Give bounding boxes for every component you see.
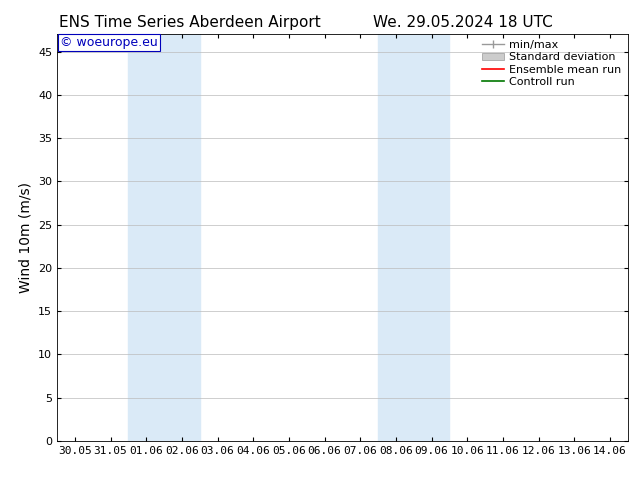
Text: We. 29.05.2024 18 UTC: We. 29.05.2024 18 UTC (373, 15, 553, 30)
Legend: min/max, Standard deviation, Ensemble mean run, Controll run: min/max, Standard deviation, Ensemble me… (481, 40, 621, 87)
Text: © woeurope.eu: © woeurope.eu (60, 36, 158, 49)
Y-axis label: Wind 10m (m/s): Wind 10m (m/s) (18, 182, 32, 293)
Bar (128, 34, 200, 441)
Bar (378, 34, 450, 441)
Text: ENS Time Series Aberdeen Airport: ENS Time Series Aberdeen Airport (60, 15, 321, 30)
